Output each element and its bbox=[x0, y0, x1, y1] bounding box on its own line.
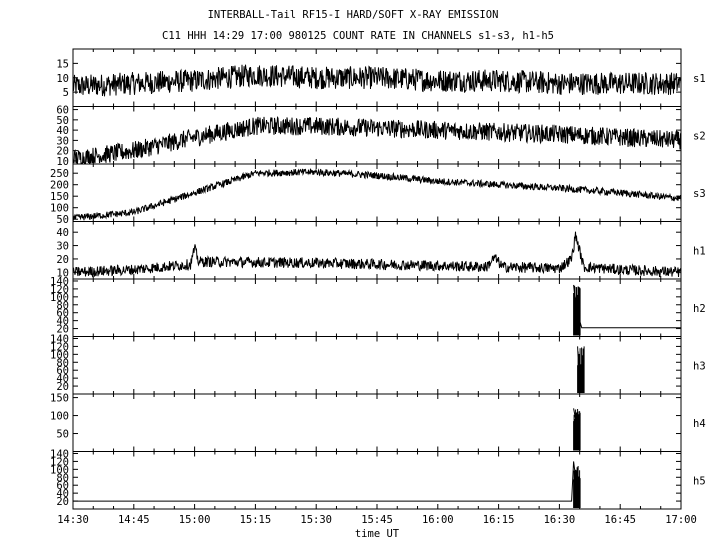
y-tick-label-h3: 100 bbox=[50, 349, 69, 361]
series-line-s2 bbox=[72, 115, 682, 164]
x-tick-label: 17:00 bbox=[665, 514, 697, 526]
y-tick-label-h3: 80 bbox=[56, 357, 69, 369]
y-tick-label-h1: 20 bbox=[56, 254, 69, 266]
y-tick-label-h5: 100 bbox=[50, 464, 69, 476]
y-tick-label-h4: 50 bbox=[56, 429, 69, 441]
x-tick-label: 15:45 bbox=[361, 514, 393, 526]
series-label-h3: h3 bbox=[693, 360, 706, 372]
chart-title: INTERBALL-Tail RF15-I HARD/SOFT X-RAY EM… bbox=[208, 9, 499, 21]
y-tick-label-s2: 60 bbox=[56, 105, 69, 117]
y-tick-label-s2: 30 bbox=[56, 135, 69, 147]
y-tick-label-s3: 100 bbox=[50, 203, 69, 215]
panel-h4: 50 100 150 h4 bbox=[50, 393, 706, 452]
x-axis: 14:30 14:45 15:00 15:15 15:30 15:45 16:00 16:15… bbox=[57, 514, 697, 526]
y-tick-label-h1: 30 bbox=[56, 241, 69, 253]
x-tick-label: 16:45 bbox=[604, 514, 636, 526]
series-label-s2: s2 bbox=[693, 130, 706, 142]
x-tick-label: 16:30 bbox=[544, 514, 576, 526]
y-tick-label-h4: 100 bbox=[50, 411, 69, 423]
y-tick-label-s3: 50 bbox=[56, 214, 69, 226]
y-tick-label-h2: 120 bbox=[50, 284, 69, 296]
y-tick-label-s3: 250 bbox=[50, 168, 69, 180]
y-tick-label-h1: 40 bbox=[56, 227, 69, 239]
y-tick-label-h5: 60 bbox=[56, 480, 69, 492]
y-tick-label-s1: 15 bbox=[56, 58, 69, 70]
y-tick-label-h4: 150 bbox=[50, 393, 69, 405]
series-label-s3: s3 bbox=[693, 188, 706, 200]
y-tick-label-s1: 5 bbox=[63, 87, 69, 99]
panels: 51015s1102030405060s250100150200250s3102… bbox=[50, 48, 706, 510]
series-label-h1: h1 bbox=[693, 245, 706, 257]
series-line-h2 bbox=[573, 284, 681, 336]
series-line-h1 bbox=[72, 231, 682, 278]
series-label-h2: h2 bbox=[693, 303, 706, 315]
y-tick-label-h3: 140 bbox=[50, 333, 69, 345]
x-tick-label: 15:30 bbox=[300, 514, 332, 526]
x-tick-label: 15:15 bbox=[240, 514, 272, 526]
y-tick-label-h2: 80 bbox=[56, 300, 69, 312]
y-tick-label-s2: 20 bbox=[56, 146, 69, 158]
y-tick-label-s3: 200 bbox=[50, 180, 69, 192]
y-tick-label-h5: 140 bbox=[50, 448, 69, 460]
y-tick-label-h2: 60 bbox=[56, 308, 69, 320]
y-tick-label-h1: 10 bbox=[56, 267, 69, 279]
y-tick-label-h5: 120 bbox=[50, 456, 69, 468]
x-tick-label: 14:30 bbox=[57, 514, 89, 526]
x-tick-label: 15:00 bbox=[179, 514, 211, 526]
y-tick-label-h3: 20 bbox=[56, 381, 69, 393]
y-tick-label-h2: 40 bbox=[56, 316, 69, 328]
panel-frame-h3 bbox=[72, 336, 682, 395]
series-line-s3 bbox=[72, 168, 682, 221]
chart-subtitle: C11 HHH 14:29 17:00 980125 COUNT RATE IN… bbox=[162, 30, 554, 42]
series-line-s1 bbox=[72, 64, 682, 97]
series-line-h5 bbox=[73, 461, 581, 509]
series-label-h4: h4 bbox=[693, 418, 706, 430]
y-tick-label-h2: 20 bbox=[56, 324, 69, 336]
y-tick-label-h3: 40 bbox=[56, 373, 69, 385]
panel-frame-s2 bbox=[72, 106, 682, 165]
y-tick-label-h2: 140 bbox=[50, 276, 69, 288]
y-tick-label-s1: 10 bbox=[56, 73, 69, 85]
x-axis-label: time UT bbox=[355, 528, 400, 540]
y-tick-label-s2: 40 bbox=[56, 125, 69, 137]
y-tick-label-h5: 80 bbox=[56, 472, 69, 484]
y-tick-label-h3: 60 bbox=[56, 365, 69, 377]
series-line-h4 bbox=[573, 408, 581, 451]
series-label-s1: s1 bbox=[693, 73, 706, 85]
y-tick-label-h2: 100 bbox=[50, 292, 69, 304]
panel-s1: 5 10 15 s1 bbox=[56, 48, 706, 107]
x-tick-label: 16:00 bbox=[422, 514, 454, 526]
y-tick-label-h5: 20 bbox=[56, 496, 69, 508]
series-label-h5: h5 bbox=[693, 475, 706, 487]
y-tick-label-h5: 40 bbox=[56, 488, 69, 500]
y-tick-label-s2: 50 bbox=[56, 115, 69, 127]
series-line-h3 bbox=[577, 346, 585, 394]
panel-frame-h4 bbox=[72, 393, 682, 452]
panel-frame-h5 bbox=[72, 451, 682, 510]
y-tick-label-s2: 10 bbox=[56, 156, 69, 168]
x-tick-label: 16:15 bbox=[483, 514, 515, 526]
y-tick-label-s3: 150 bbox=[50, 191, 69, 203]
x-tick-label: 14:45 bbox=[118, 514, 150, 526]
y-tick-label-h3: 120 bbox=[50, 341, 69, 353]
